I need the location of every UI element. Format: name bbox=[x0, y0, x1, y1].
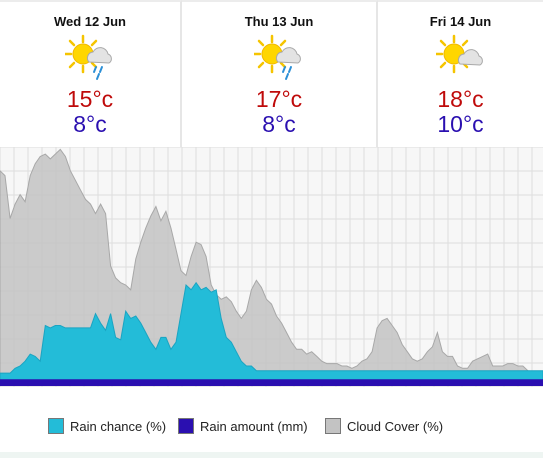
rain-chance-swatch bbox=[48, 418, 64, 434]
cloud-cover-swatch bbox=[325, 418, 341, 434]
day-label: Thu 13 Jun bbox=[244, 14, 314, 29]
day-label: Wed 12 Jun bbox=[53, 14, 126, 29]
rain-amount-area bbox=[0, 379, 543, 386]
max-temperature: 18°c bbox=[437, 86, 484, 112]
max-temperature: 15°c bbox=[66, 86, 114, 112]
chart-legend: Rain chance (%) Rain amount (mm) Cloud C… bbox=[0, 412, 543, 442]
sun-cloud-rain-icon bbox=[254, 34, 301, 80]
weather-chart bbox=[0, 147, 543, 387]
rain-chance-area bbox=[0, 281, 543, 386]
legend-item-cloud-cover[interactable]: Cloud Cover (%) bbox=[325, 418, 443, 434]
day-column[interactable]: Wed 12 Jun 15°c 8°c bbox=[0, 0, 182, 147]
sun-cloud-rain-icon bbox=[65, 34, 112, 80]
day-column[interactable]: Fri 14 Jun 18°c 10°c bbox=[378, 0, 543, 147]
min-temperature: 8°c bbox=[73, 111, 107, 137]
day-column[interactable]: Thu 13 Jun 17°c 8°c bbox=[182, 0, 378, 147]
legend-item-rain-chance[interactable]: Rain chance (%) bbox=[48, 418, 166, 434]
legend-label: Cloud Cover (%) bbox=[347, 418, 444, 434]
legend-label: Rain chance (%) bbox=[70, 418, 167, 434]
day-label: Fri 14 Jun bbox=[429, 14, 492, 29]
chart-areas bbox=[0, 148, 543, 386]
rain-amount-swatch bbox=[178, 418, 194, 434]
forecast-days: Wed 12 Jun 15°c 8°c Thu 13 Jun bbox=[0, 0, 543, 147]
max-temperature: 17°c bbox=[255, 86, 303, 112]
min-temperature: 8°c bbox=[262, 111, 296, 137]
legend-item-rain-amount[interactable]: Rain amount (mm) bbox=[178, 418, 308, 434]
legend-label: Rain amount (mm) bbox=[200, 418, 308, 434]
sun-cloud-icon bbox=[435, 34, 483, 74]
min-temperature: 10°c bbox=[437, 111, 484, 137]
footer-strip bbox=[0, 452, 543, 458]
